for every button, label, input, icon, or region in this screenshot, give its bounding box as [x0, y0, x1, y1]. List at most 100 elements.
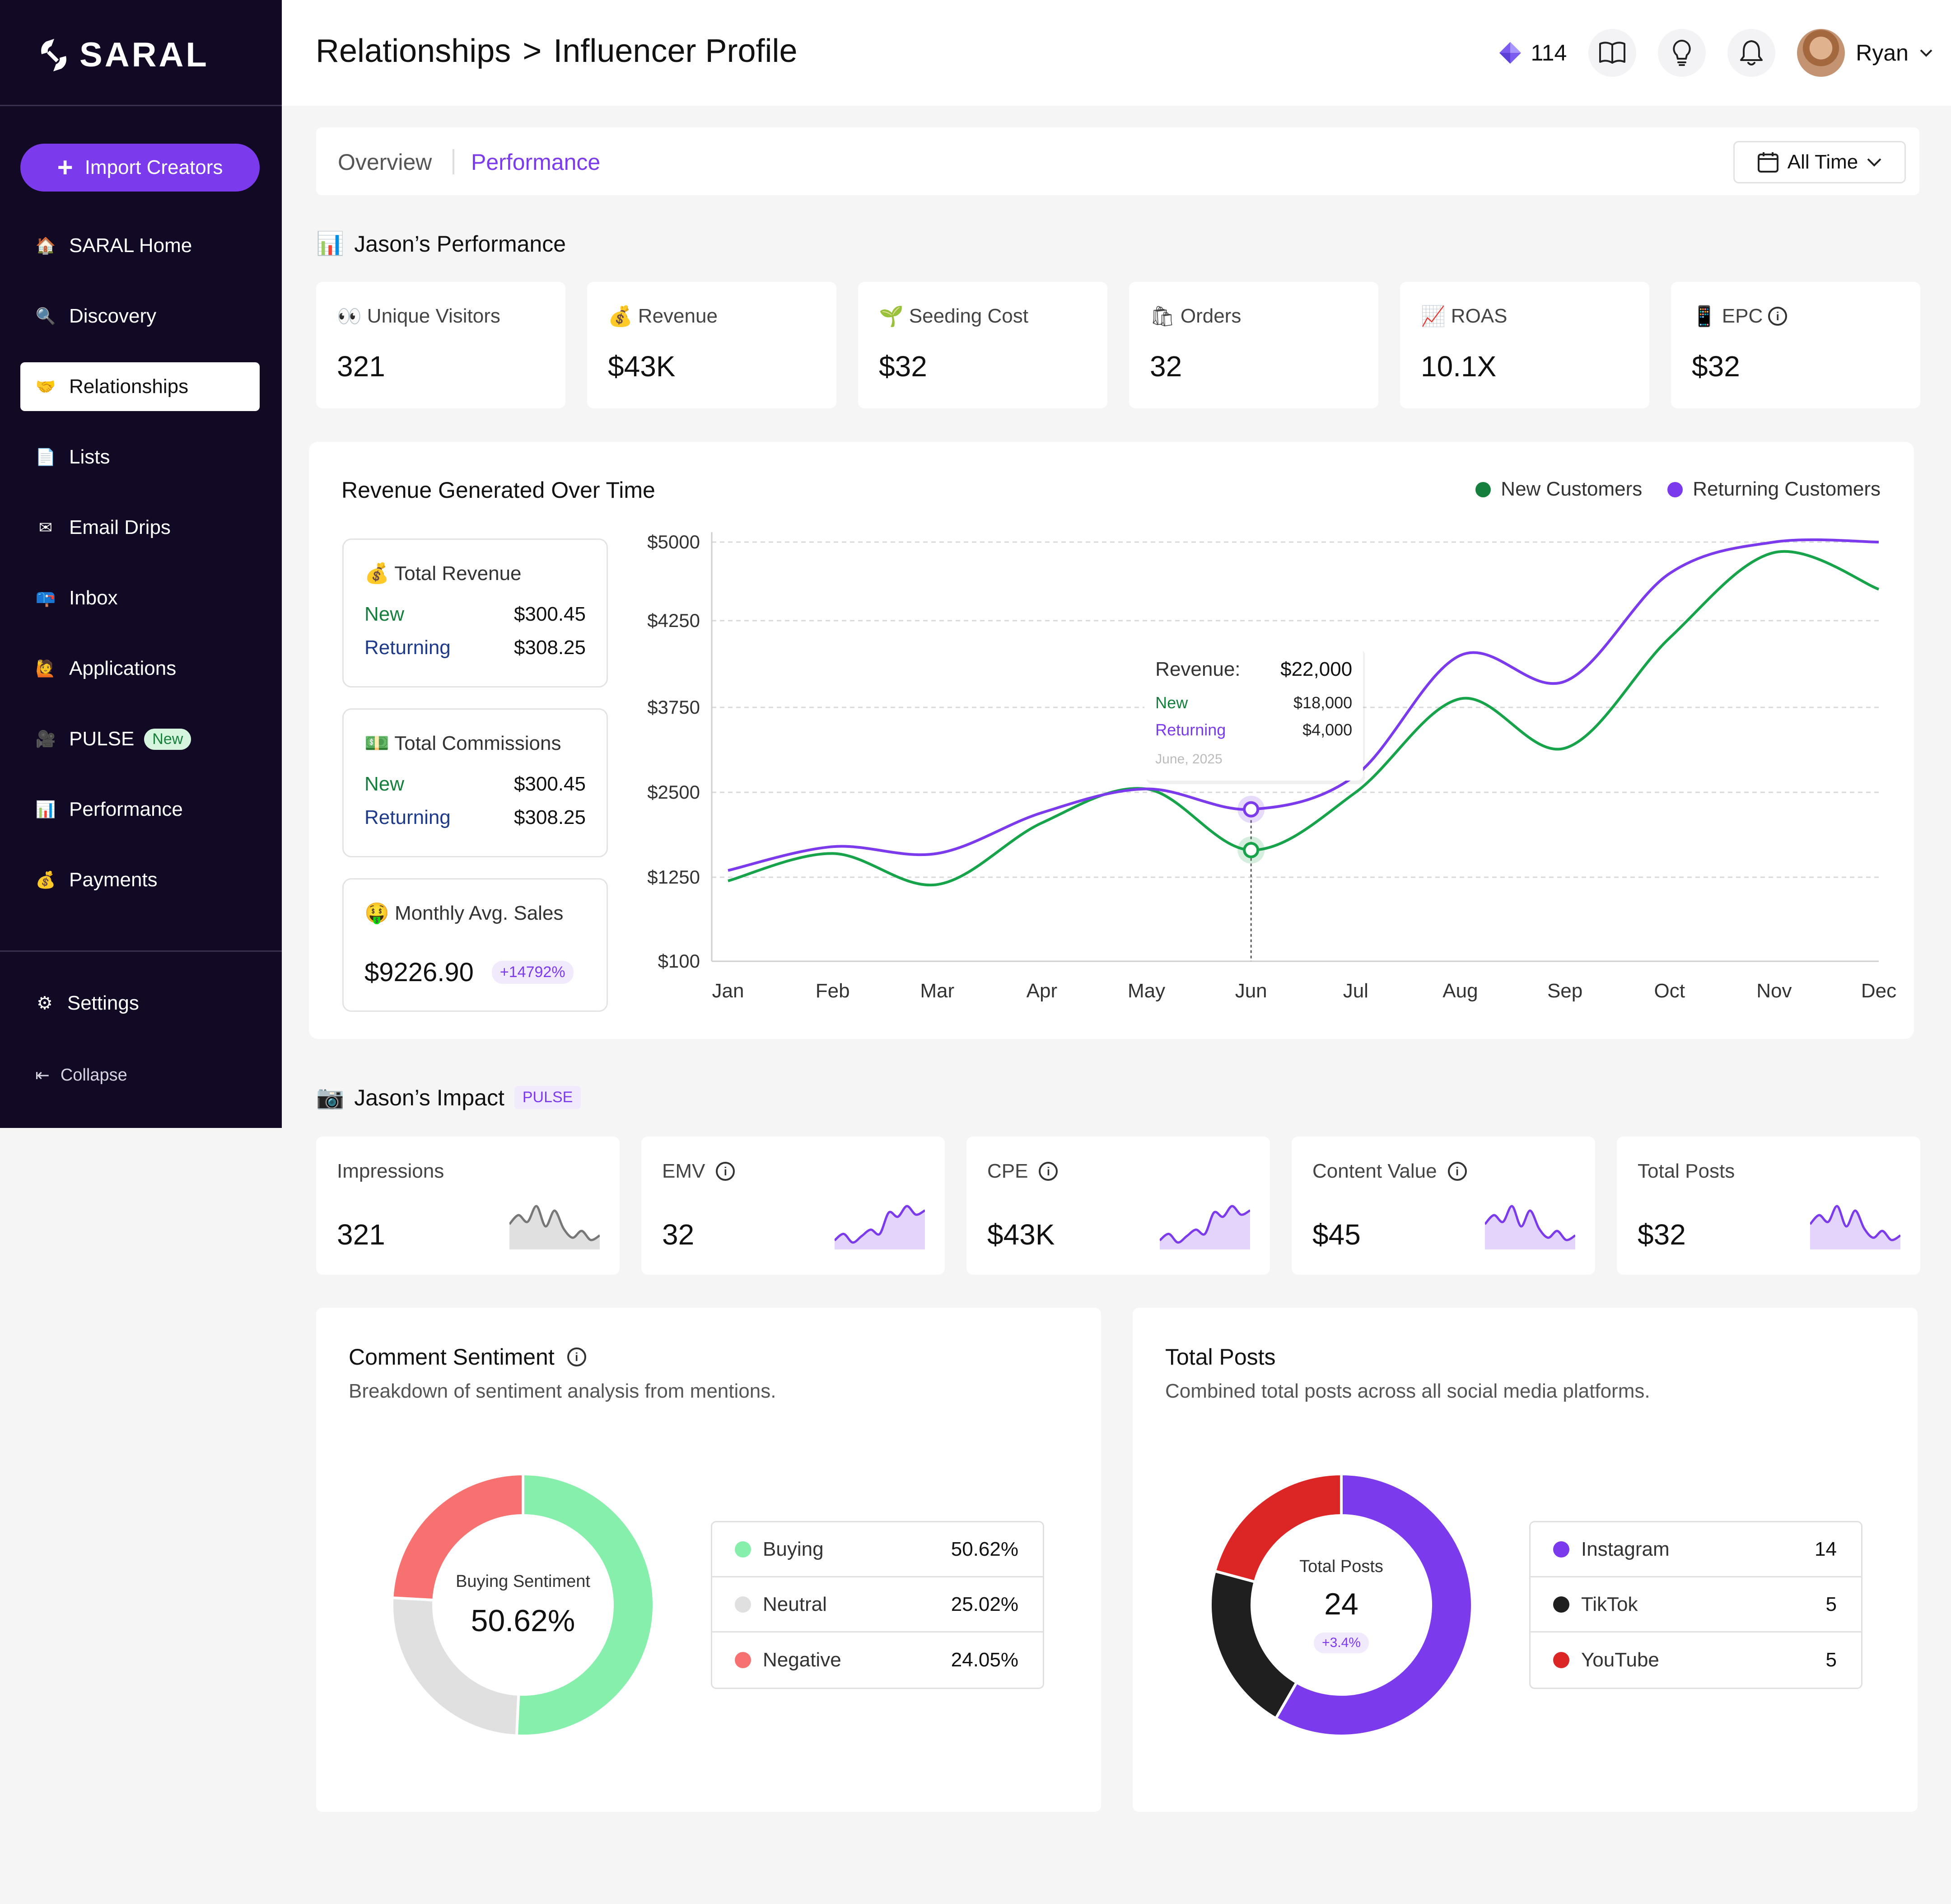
profile-tabs: Overview Performance All Time	[316, 127, 1919, 195]
credits-value: 114	[1531, 40, 1567, 65]
chart-legend: New Customers Returning Customers	[1475, 478, 1881, 501]
card-subtitle: Combined total posts across all social m…	[1165, 1380, 1650, 1402]
x-tick-label: Oct	[1654, 980, 1685, 1002]
series-line-returning	[728, 538, 1879, 872]
info-icon[interactable]: i	[716, 1162, 735, 1181]
sparkline-line	[1810, 1205, 1900, 1241]
box-title: Monthly Avg. Sales	[395, 902, 564, 924]
highlight-point	[1243, 842, 1260, 858]
sidebar-nav: 🏠 SARAL Home 🔍 Discovery 🤝 Relationships…	[20, 221, 260, 926]
performance-section-title: 📊 Jason’s Performance	[316, 230, 566, 257]
chart-tooltip: Revenue: $22,000 New $18,000 Returning $4,000…	[1144, 645, 1365, 784]
new-value: $300.45	[513, 773, 586, 795]
new-label: New	[364, 603, 405, 625]
magnifier-icon: 🔍	[35, 307, 56, 325]
impact-card-total-posts: Total Posts $32	[1617, 1137, 1920, 1275]
breadcrumb-parent[interactable]: Relationships	[316, 33, 511, 69]
info-icon[interactable]: i	[567, 1347, 586, 1366]
envelope-icon: ✉	[38, 518, 53, 537]
info-icon[interactable]: i	[1768, 307, 1788, 326]
sentiment-donut-chart[interactable]	[370, 1452, 676, 1758]
posts-legend-table: Instagram 14 TikTok 5 YouTube 5	[1529, 1521, 1862, 1689]
y-tick-label: $5000	[647, 532, 700, 552]
card-title: Comment Sentiment	[349, 1344, 555, 1370]
sparkline-line	[1160, 1205, 1250, 1244]
kpi-card-roas: 📈 ROAS 10.1X	[1400, 282, 1649, 408]
sidebar-divider	[0, 105, 282, 106]
info-icon[interactable]: i	[1039, 1162, 1058, 1181]
sidebar-item-lists[interactable]: 📄 Lists	[20, 433, 260, 482]
book-button[interactable]	[1588, 29, 1637, 77]
sidebar-item-payments[interactable]: 💰 Payments	[20, 856, 260, 904]
x-tick-label: Jul	[1343, 980, 1368, 1002]
sparkline	[509, 1205, 600, 1249]
kpi-label: EPC	[1722, 305, 1763, 327]
sidebar-item-performance[interactable]: 📊 Performance	[20, 785, 260, 834]
donut-slice-instagram	[1274, 1472, 1474, 1737]
legend-swatch	[735, 1541, 751, 1558]
sidebar-item-home[interactable]: 🏠 SARAL Home	[20, 221, 260, 270]
sidebar-item-label: Email Drips	[69, 516, 171, 538]
legend-item-returning[interactable]: Returning Customers	[1667, 478, 1881, 501]
legend-swatch	[1553, 1541, 1569, 1558]
sidebar-item-label: SARAL Home	[69, 234, 192, 257]
impact-section-title: 📷 Jason’s Impact PULSE	[316, 1084, 581, 1111]
sidebar-item-pulse[interactable]: 🎥 PULSE New	[20, 715, 260, 763]
series-line-new	[728, 550, 1880, 887]
sidebar-item-applications[interactable]: 🙋 Applications	[20, 644, 260, 693]
impact-label: Impressions	[337, 1160, 444, 1182]
total-posts-card: Total Posts Combined total posts across …	[1133, 1308, 1918, 1812]
tab-performance[interactable]: Performance	[471, 150, 601, 175]
ideas-button[interactable]	[1658, 29, 1706, 77]
card-title: Total Posts	[1165, 1344, 1276, 1370]
kpi-label: ROAS	[1451, 305, 1508, 327]
kpi-label: Seeding Cost	[909, 305, 1028, 327]
impact-card-content-value: Content Value i $45	[1292, 1137, 1595, 1275]
monthly-avg-value: $9226.90	[364, 958, 474, 987]
saral-logo[interactable]: SARAL	[38, 35, 209, 75]
sparkline-area	[509, 1206, 600, 1249]
list-item: TikTok 5	[1531, 1577, 1861, 1633]
x-tick-label: May	[1128, 980, 1165, 1002]
settings-button[interactable]: ⚙ Settings	[37, 992, 139, 1015]
x-tick-label: Jun	[1235, 980, 1267, 1002]
x-tick-label: Sep	[1547, 980, 1582, 1002]
sidebar-item-label: Relationships	[69, 375, 189, 398]
info-icon[interactable]: i	[1447, 1162, 1467, 1181]
date-range-select[interactable]: All Time	[1733, 141, 1906, 183]
settings-label: Settings	[67, 992, 139, 1014]
box-title: Total Revenue	[394, 562, 522, 585]
collapse-button[interactable]: ⇤ Collapse	[35, 1065, 127, 1085]
donut-slice-neutral	[391, 1596, 520, 1737]
eyes-icon: 👀	[337, 305, 362, 327]
impact-title: Jason’s Impact	[354, 1085, 504, 1110]
donut-center-value: 50.62%	[471, 1603, 575, 1638]
bar-chart-icon: 📊	[35, 800, 56, 819]
impact-card-cpe: CPE i $43K	[966, 1137, 1270, 1275]
tab-overview[interactable]: Overview	[338, 150, 432, 175]
sparkline	[835, 1205, 925, 1249]
impact-value: 321	[337, 1218, 385, 1251]
sidebar-item-label: PULSE	[69, 728, 135, 750]
highlight-point	[1243, 801, 1260, 818]
sidebar-item-relationships[interactable]: 🤝 Relationships	[20, 362, 260, 411]
plus-icon: +	[57, 152, 73, 182]
credits-counter[interactable]: 114	[1498, 40, 1567, 66]
money-bag-icon: 💰	[608, 305, 633, 327]
import-creators-button[interactable]: + Import Creators	[20, 144, 260, 192]
sidebar-item-discovery[interactable]: 🔍 Discovery	[20, 292, 260, 341]
comment-sentiment-card: Comment Sentiment i Breakdown of sentimen…	[316, 1308, 1101, 1812]
new-badge: New	[144, 728, 191, 750]
sidebar-item-email-drips[interactable]: ✉ Email Drips	[20, 503, 260, 552]
revenue-line-chart[interactable]: $100 $1250 $2500 $3750 $4250 $5000 Jan Feb Mar Ap…	[607, 532, 1899, 1011]
legend-item-new[interactable]: New Customers	[1475, 478, 1642, 501]
person-raising-hand-icon: 🙋	[35, 659, 56, 678]
bar-chart-icon: 📊	[316, 231, 345, 256]
kpi-card-unique-visitors: 👀 Unique Visitors 321	[316, 282, 565, 408]
user-menu[interactable]: Ryan	[1797, 29, 1933, 77]
notifications-button[interactable]	[1727, 29, 1776, 77]
sidebar-item-inbox[interactable]: 📪 Inbox	[20, 574, 260, 622]
gear-icon: ⚙	[37, 993, 53, 1013]
donut-slice-negative	[391, 1472, 524, 1602]
posts-donut-chart[interactable]	[1189, 1452, 1494, 1758]
